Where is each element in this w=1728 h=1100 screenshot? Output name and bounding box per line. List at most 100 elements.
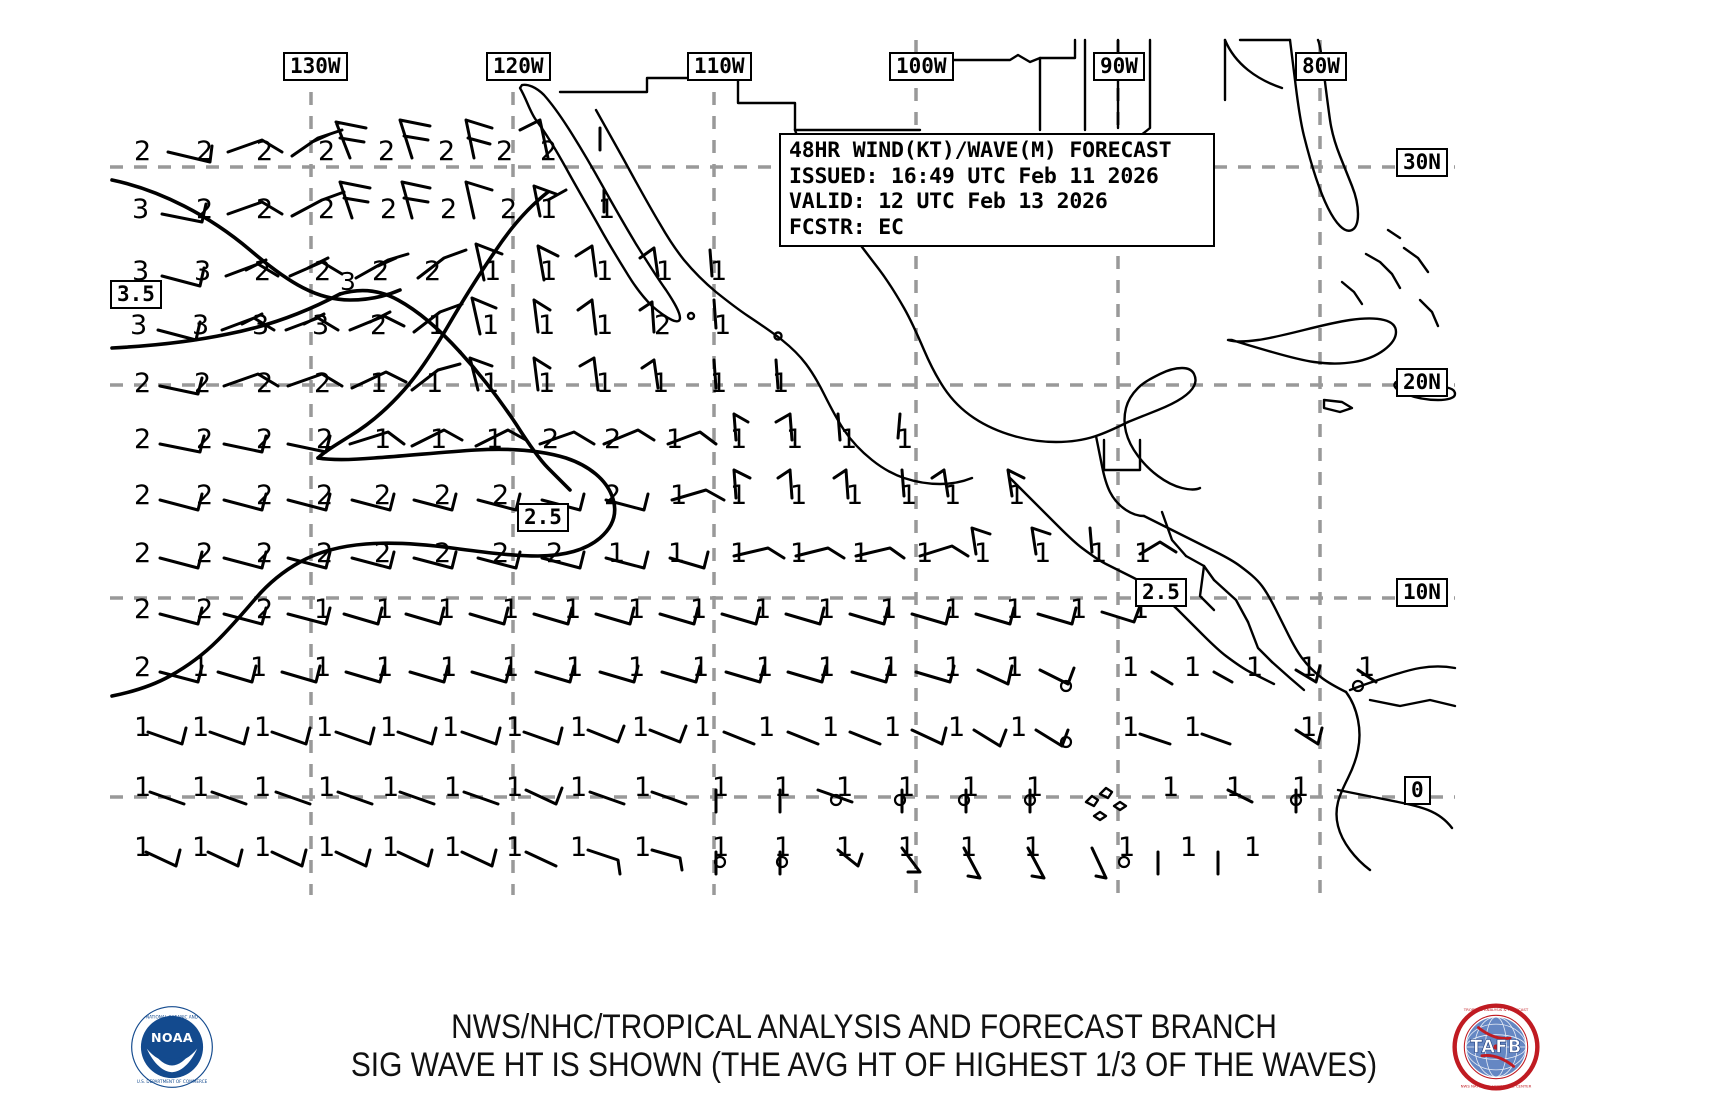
svg-text:1: 1 bbox=[960, 832, 977, 863]
svg-text:1: 1 bbox=[444, 772, 461, 803]
svg-text:1: 1 bbox=[670, 480, 687, 511]
svg-text:2: 2 bbox=[424, 256, 441, 287]
svg-text:1: 1 bbox=[506, 832, 523, 863]
svg-text:NWS NATIONAL HURRICANE CENTER: NWS NATIONAL HURRICANE CENTER bbox=[1461, 1083, 1532, 1088]
svg-text:1: 1 bbox=[506, 712, 523, 743]
svg-text:2: 2 bbox=[196, 480, 213, 511]
svg-text:1: 1 bbox=[730, 538, 747, 569]
svg-text:2: 2 bbox=[314, 256, 331, 287]
svg-text:2: 2 bbox=[372, 256, 389, 287]
svg-text:1: 1 bbox=[730, 480, 747, 511]
svg-text:1: 1 bbox=[538, 310, 555, 341]
svg-text:2: 2 bbox=[196, 194, 213, 225]
coast-galapagos-1 bbox=[1084, 794, 1100, 808]
svg-text:2: 2 bbox=[196, 594, 213, 625]
svg-text:1: 1 bbox=[880, 594, 897, 625]
svg-text:1: 1 bbox=[846, 480, 863, 511]
svg-text:1: 1 bbox=[1006, 594, 1023, 625]
svg-text:TAFB: TAFB bbox=[1470, 1037, 1521, 1057]
coast-campeche bbox=[1094, 434, 1146, 518]
border-honduras bbox=[1184, 554, 1216, 582]
svg-text:1: 1 bbox=[786, 424, 803, 455]
coast-galapagos-4 bbox=[1092, 810, 1108, 822]
svg-text:2: 2 bbox=[318, 194, 335, 225]
svg-text:2: 2 bbox=[196, 136, 213, 167]
svg-text:1: 1 bbox=[652, 368, 669, 399]
noaa-logo: NATIONAL OCEANIC AND U.S. DEPARTMENT OF … bbox=[130, 1005, 214, 1089]
coast-galapagos-2 bbox=[1098, 786, 1114, 800]
svg-text:1: 1 bbox=[852, 538, 869, 569]
svg-text:1: 1 bbox=[1162, 772, 1179, 803]
svg-text:2: 2 bbox=[380, 194, 397, 225]
barb-row-29 bbox=[166, 118, 602, 164]
coast-florida bbox=[1288, 38, 1360, 232]
svg-text:1: 1 bbox=[318, 772, 335, 803]
svg-text:2: 2 bbox=[438, 136, 455, 167]
svg-text:1: 1 bbox=[898, 832, 915, 863]
svg-text:1: 1 bbox=[1122, 652, 1139, 683]
svg-text:2: 2 bbox=[256, 424, 273, 455]
barb-row-16 bbox=[158, 412, 902, 454]
svg-text:2: 2 bbox=[434, 480, 451, 511]
svg-text:1: 1 bbox=[818, 594, 835, 625]
svg-text:1: 1 bbox=[668, 538, 685, 569]
coast-bahamas-4 bbox=[1340, 280, 1364, 306]
contour-label-3-5: 3.5 bbox=[110, 280, 162, 310]
svg-text:2: 2 bbox=[492, 538, 509, 569]
svg-text:1: 1 bbox=[962, 772, 979, 803]
lon-label-110W: 110W bbox=[687, 52, 752, 82]
svg-text:1: 1 bbox=[540, 256, 557, 287]
svg-text:1: 1 bbox=[1010, 712, 1027, 743]
coast-bahamas-5 bbox=[1418, 298, 1440, 328]
svg-text:1: 1 bbox=[314, 594, 331, 625]
svg-text:1: 1 bbox=[596, 368, 613, 399]
svg-text:1: 1 bbox=[898, 772, 915, 803]
svg-text:2: 2 bbox=[256, 136, 273, 167]
svg-text:1: 1 bbox=[944, 480, 961, 511]
svg-text:1: 1 bbox=[374, 424, 391, 455]
svg-text:2: 2 bbox=[256, 538, 273, 569]
coast-venezuela bbox=[1368, 698, 1457, 708]
svg-text:2: 2 bbox=[254, 256, 271, 287]
calm-circles bbox=[713, 679, 1365, 869]
coast-island-socorro bbox=[773, 331, 783, 341]
svg-text:2: 2 bbox=[318, 136, 335, 167]
svg-text:3: 3 bbox=[252, 310, 269, 341]
svg-text:1: 1 bbox=[900, 480, 917, 511]
coast-us-border-west bbox=[558, 76, 797, 132]
svg-text:2: 2 bbox=[500, 194, 517, 225]
svg-text:1: 1 bbox=[314, 652, 331, 683]
coast-gulf-coast bbox=[1223, 38, 1284, 90]
coast-yucatan bbox=[1123, 366, 1202, 491]
svg-text:1: 1 bbox=[538, 368, 555, 399]
svg-text:2: 2 bbox=[540, 136, 557, 167]
svg-text:1: 1 bbox=[1184, 712, 1201, 743]
svg-text:1: 1 bbox=[438, 594, 455, 625]
lon-label-130W: 130W bbox=[283, 52, 348, 82]
svg-text:2: 2 bbox=[546, 538, 563, 569]
svg-text:1: 1 bbox=[1246, 652, 1263, 683]
svg-text:1: 1 bbox=[690, 594, 707, 625]
svg-text:1: 1 bbox=[1090, 538, 1107, 569]
svg-text:2: 2 bbox=[542, 424, 559, 455]
svg-text:1: 1 bbox=[502, 594, 519, 625]
svg-text:1: 1 bbox=[134, 712, 151, 743]
barb-row-14 bbox=[158, 468, 1026, 512]
svg-text:1: 1 bbox=[570, 772, 587, 803]
svg-text:2: 2 bbox=[134, 594, 151, 625]
svg-text:1: 1 bbox=[1070, 594, 1087, 625]
coast-bahamas-1 bbox=[1364, 252, 1402, 290]
svg-text:TROPICAL ANALYSIS & FORECAST: TROPICAL ANALYSIS & FORECAST bbox=[1463, 1007, 1529, 1012]
svg-text:2: 2 bbox=[194, 368, 211, 399]
coast-island-small bbox=[686, 311, 696, 321]
coast-bahamas-3 bbox=[1386, 228, 1402, 240]
svg-text:1: 1 bbox=[714, 310, 731, 341]
contour-3-5-lower bbox=[110, 292, 342, 350]
svg-text:1: 1 bbox=[134, 832, 151, 863]
barb-row-8 bbox=[158, 664, 1378, 686]
svg-text:2: 2 bbox=[196, 424, 213, 455]
svg-text:1: 1 bbox=[566, 652, 583, 683]
